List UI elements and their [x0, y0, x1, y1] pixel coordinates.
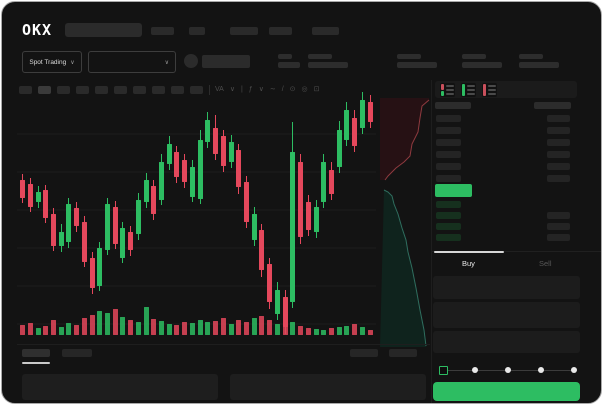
draw-icon[interactable]: /	[281, 86, 284, 93]
orderbook-view-asks-icon[interactable]	[482, 83, 497, 97]
bottom-action-placeholder[interactable]	[350, 349, 378, 357]
orderbook-view-bids-icon[interactable]	[461, 83, 476, 97]
sell-tab-label: Sell	[539, 259, 552, 268]
ticker-stat-value	[519, 62, 559, 68]
timeframe-button-placeholder[interactable]	[133, 86, 146, 94]
chart-toolbar-icons: VA ∨ | ƒ ∨ ∼ / ⊙ ◎ ⊡	[215, 85, 320, 95]
ask-row-price[interactable]	[436, 175, 461, 182]
ask-row-amount[interactable]	[547, 163, 570, 170]
ticker-stat-value	[308, 62, 348, 68]
settings-icon[interactable]: ◎	[301, 86, 308, 93]
tab-buy[interactable]: Buy	[432, 252, 507, 272]
order-input-placeholder[interactable]	[433, 331, 580, 353]
bottom-panel-placeholder[interactable]	[230, 374, 426, 400]
timeframe-button-placeholder[interactable]	[38, 86, 51, 94]
ticker-stat-label	[278, 54, 292, 59]
ask-row-amount[interactable]	[547, 127, 570, 134]
toolbar-divider	[209, 85, 210, 95]
orderbook-toolbar-bg	[435, 81, 577, 98]
timeframe-button-placeholder[interactable]	[152, 86, 165, 94]
ask-row-price[interactable]	[436, 151, 461, 158]
last-price-badge[interactable]	[435, 184, 472, 197]
bottom-tab-placeholder[interactable]	[62, 349, 92, 357]
bottom-tab-active-placeholder[interactable]	[22, 349, 50, 357]
chevron-down-icon: ∨	[164, 59, 169, 66]
ticker-stat-label	[519, 54, 543, 59]
order-input-placeholder[interactable]	[433, 276, 580, 299]
slider-dot[interactable]	[472, 367, 478, 373]
ask-row-price[interactable]	[436, 163, 461, 170]
compare-icon[interactable]: VA	[215, 86, 224, 93]
nav-item-placeholder[interactable]	[151, 27, 174, 35]
bid-row-amount[interactable]	[547, 234, 570, 241]
pair-name-placeholder	[202, 55, 250, 68]
divider: |	[240, 86, 243, 93]
bid-row-price[interactable]	[436, 201, 461, 208]
slider-dot[interactable]	[538, 367, 544, 373]
bid-row-price[interactable]	[436, 223, 461, 230]
nav-item-placeholder[interactable]	[269, 27, 292, 35]
panel-divider	[431, 80, 432, 403]
slider-dot[interactable]	[505, 367, 511, 373]
bottom-action-placeholder[interactable]	[389, 349, 417, 357]
amount-slider-handle[interactable]	[439, 366, 448, 375]
search-bar-placeholder[interactable]	[65, 23, 142, 37]
okx-logo: OKX	[22, 21, 53, 39]
nav-item-placeholder[interactable]	[189, 27, 205, 35]
bid-row-amount[interactable]	[547, 223, 570, 230]
bottom-tab-underline	[22, 362, 50, 364]
ticker-stat-value	[397, 62, 437, 68]
bid-row-amount[interactable]	[547, 212, 570, 219]
orderbook-view-all-icon[interactable]	[440, 83, 455, 97]
indicators-icon[interactable]: ƒ	[248, 86, 253, 93]
bid-row-price[interactable]	[436, 234, 461, 241]
slider-dot[interactable]	[571, 367, 577, 373]
bottom-panel-placeholder[interactable]	[22, 374, 218, 400]
ask-row-price[interactable]	[436, 115, 461, 122]
timeframe-button-placeholder[interactable]	[95, 86, 108, 94]
orderbook-col-header-amount	[534, 102, 571, 109]
market-type-dropdown[interactable]: Spot Trading ∨	[22, 51, 82, 73]
tab-sell[interactable]: Sell	[507, 252, 582, 272]
ask-row-amount[interactable]	[547, 151, 570, 158]
chevron-down-icon: ∨	[70, 59, 75, 66]
pair-dropdown[interactable]: ∨	[88, 51, 176, 73]
ticker-stat-label	[462, 54, 486, 59]
ask-row-price[interactable]	[436, 127, 461, 134]
ask-row-amount[interactable]	[547, 139, 570, 146]
ask-row-price[interactable]	[436, 139, 461, 146]
market-type-label: Spot Trading	[29, 58, 67, 66]
line-style-icon[interactable]: ∼	[269, 86, 276, 93]
ticker-stat-label	[308, 54, 332, 59]
order-input-placeholder[interactable]	[433, 302, 580, 328]
ticker-stat-label	[397, 54, 421, 59]
buy-tab-label: Buy	[462, 259, 475, 268]
ticker-stat-value	[462, 62, 502, 68]
timeframe-button-placeholder[interactable]	[171, 86, 184, 94]
chevron-down-icon[interactable]: ∨	[258, 86, 264, 93]
ask-row-amount[interactable]	[547, 115, 570, 122]
timeframe-button-placeholder[interactable]	[190, 86, 203, 94]
bid-row-price[interactable]	[436, 212, 461, 219]
nav-item-placeholder[interactable]	[230, 27, 258, 35]
tab-bar-border	[432, 251, 601, 252]
timeframe-button-placeholder[interactable]	[19, 86, 32, 94]
buy-tab-indicator	[434, 251, 504, 253]
nav-item-placeholder[interactable]	[312, 27, 339, 35]
ticker-stat-value	[278, 62, 300, 68]
ask-row-amount[interactable]	[547, 175, 570, 182]
timeframe-button-placeholder[interactable]	[76, 86, 89, 94]
bottom-separator	[17, 344, 430, 345]
timeframe-button-placeholder[interactable]	[57, 86, 70, 94]
timeframe-button-placeholder[interactable]	[114, 86, 127, 94]
coin-avatar	[184, 54, 198, 68]
fullscreen-icon[interactable]: ⊡	[313, 86, 320, 93]
buy-submit-button[interactable]	[433, 382, 580, 401]
chevron-down-icon[interactable]: ∨	[229, 86, 235, 93]
camera-icon[interactable]: ⊙	[289, 86, 296, 93]
orderbook-col-header-price	[435, 102, 471, 109]
